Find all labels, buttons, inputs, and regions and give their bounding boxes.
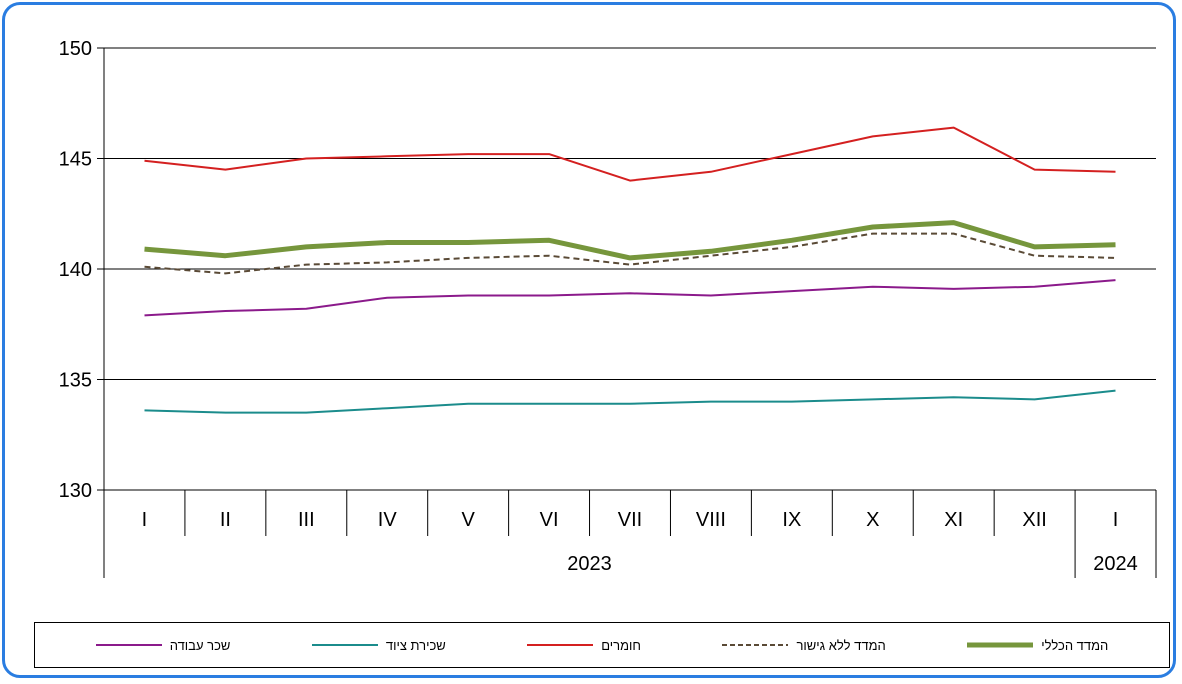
legend-swatch xyxy=(722,644,789,646)
y-tick-label: 140 xyxy=(59,259,92,281)
x-tick-label: III xyxy=(298,509,315,531)
y-tick-label: 130 xyxy=(59,480,92,502)
y-tick-label: 135 xyxy=(59,370,92,392)
x-tick-label: XI xyxy=(944,509,963,531)
legend-label: שכר עבודה xyxy=(169,637,231,653)
x-tick-label: V xyxy=(461,509,475,531)
x-tick-label: VII xyxy=(618,509,642,531)
series-line xyxy=(144,126,1116,182)
legend-swatch xyxy=(95,644,162,646)
legend-item: שכר עבודה xyxy=(95,637,231,653)
series-line xyxy=(144,232,1116,275)
year-label: 2023 xyxy=(567,553,612,575)
x-tick-label: XII xyxy=(1022,509,1046,531)
x-tick-label: X xyxy=(866,509,879,531)
legend-label: חומרים xyxy=(601,637,641,653)
legend-item: המדד ללא גישור xyxy=(722,637,886,653)
legend-item: חומרים xyxy=(527,638,641,653)
y-tick-label: 145 xyxy=(59,149,92,171)
x-tick-label: IV xyxy=(378,509,398,531)
x-tick-label: VI xyxy=(540,509,559,531)
gridlines xyxy=(104,47,1156,380)
legend-label: המדד ללא גישור xyxy=(796,637,886,653)
series-line xyxy=(144,220,1116,261)
series-lines xyxy=(144,126,1116,414)
legend-swatch xyxy=(311,644,378,646)
legend-swatch xyxy=(967,642,1034,648)
x-tick-label: I xyxy=(142,509,148,531)
legend-item: שכירת ציוד xyxy=(311,637,446,653)
x-tick-label: II xyxy=(220,509,231,531)
legend: המדד הכללי המדד ללא גישור חומרים שכירת ציוד… xyxy=(34,622,1170,668)
series-line xyxy=(144,279,1116,317)
x-tick-label: VIII xyxy=(696,509,726,531)
axes xyxy=(97,47,1157,578)
series-line xyxy=(144,389,1116,414)
legend-label: שכירת ציוד xyxy=(385,637,446,653)
legend-item: המדד הכללי xyxy=(967,638,1108,653)
legend-swatch xyxy=(527,644,594,646)
x-tick-label: I xyxy=(1113,509,1119,531)
legend-label: המדד הכללי xyxy=(1041,637,1109,653)
y-tick-labels: 130 135 140 145 150 xyxy=(59,38,92,502)
x-tick-label: IX xyxy=(782,509,801,531)
y-tick-label: 150 xyxy=(59,38,92,60)
year-label: 2024 xyxy=(1093,553,1138,575)
